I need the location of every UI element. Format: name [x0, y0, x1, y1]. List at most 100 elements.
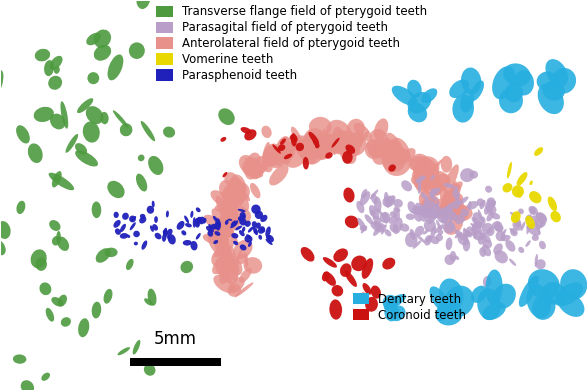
Ellipse shape: [480, 200, 486, 209]
Ellipse shape: [240, 212, 246, 218]
Ellipse shape: [358, 218, 366, 231]
Ellipse shape: [39, 282, 51, 295]
Ellipse shape: [13, 354, 26, 364]
Ellipse shape: [235, 226, 242, 230]
Ellipse shape: [536, 212, 546, 222]
Ellipse shape: [118, 347, 130, 355]
Ellipse shape: [215, 218, 221, 231]
Ellipse shape: [446, 204, 473, 222]
Ellipse shape: [380, 223, 386, 228]
Ellipse shape: [529, 191, 542, 203]
Ellipse shape: [493, 243, 503, 255]
Ellipse shape: [216, 196, 227, 219]
Ellipse shape: [499, 88, 523, 113]
Ellipse shape: [35, 49, 50, 61]
Ellipse shape: [415, 226, 424, 236]
Ellipse shape: [270, 149, 289, 166]
Ellipse shape: [480, 235, 483, 240]
Ellipse shape: [332, 138, 340, 148]
Ellipse shape: [429, 188, 440, 196]
Ellipse shape: [455, 230, 466, 240]
Ellipse shape: [252, 156, 266, 178]
Ellipse shape: [195, 222, 199, 228]
Ellipse shape: [152, 224, 158, 231]
Ellipse shape: [240, 244, 246, 251]
Ellipse shape: [253, 230, 258, 234]
Ellipse shape: [407, 201, 416, 213]
Ellipse shape: [340, 263, 352, 277]
Ellipse shape: [481, 232, 491, 243]
Ellipse shape: [138, 154, 145, 161]
Ellipse shape: [547, 197, 557, 211]
Ellipse shape: [86, 106, 103, 124]
Ellipse shape: [323, 257, 337, 268]
Ellipse shape: [208, 224, 213, 229]
Ellipse shape: [108, 54, 123, 80]
Ellipse shape: [61, 101, 68, 129]
Ellipse shape: [113, 220, 121, 228]
Ellipse shape: [446, 203, 455, 211]
Ellipse shape: [461, 68, 482, 94]
Ellipse shape: [460, 89, 474, 113]
Ellipse shape: [354, 123, 372, 141]
Ellipse shape: [393, 142, 402, 158]
Ellipse shape: [420, 196, 439, 214]
Ellipse shape: [380, 212, 390, 223]
Ellipse shape: [221, 192, 236, 217]
Ellipse shape: [208, 227, 228, 256]
Ellipse shape: [436, 303, 463, 325]
Ellipse shape: [75, 143, 87, 154]
Ellipse shape: [435, 197, 453, 216]
Ellipse shape: [245, 235, 252, 243]
Ellipse shape: [405, 232, 417, 247]
Ellipse shape: [478, 209, 483, 223]
Ellipse shape: [537, 72, 557, 90]
Ellipse shape: [418, 180, 421, 194]
Ellipse shape: [495, 250, 508, 264]
Ellipse shape: [416, 156, 439, 179]
Ellipse shape: [305, 128, 327, 149]
Ellipse shape: [242, 192, 250, 201]
Ellipse shape: [243, 257, 262, 274]
Ellipse shape: [443, 221, 455, 233]
Ellipse shape: [385, 195, 396, 207]
Ellipse shape: [413, 162, 432, 181]
Ellipse shape: [450, 181, 457, 201]
Ellipse shape: [184, 215, 189, 223]
Ellipse shape: [472, 223, 482, 234]
Ellipse shape: [360, 191, 370, 206]
Ellipse shape: [526, 240, 531, 247]
Ellipse shape: [487, 197, 495, 206]
Ellipse shape: [486, 269, 503, 305]
Ellipse shape: [383, 147, 412, 176]
Ellipse shape: [262, 126, 272, 138]
Ellipse shape: [487, 199, 496, 207]
Ellipse shape: [166, 229, 173, 236]
Ellipse shape: [391, 138, 410, 161]
Ellipse shape: [196, 217, 202, 223]
Ellipse shape: [219, 265, 230, 284]
Ellipse shape: [228, 255, 242, 275]
Ellipse shape: [370, 221, 385, 233]
Ellipse shape: [518, 247, 524, 253]
Ellipse shape: [452, 189, 460, 199]
Ellipse shape: [0, 70, 4, 96]
Ellipse shape: [539, 241, 546, 249]
Ellipse shape: [537, 83, 564, 114]
Ellipse shape: [530, 215, 537, 221]
Ellipse shape: [390, 305, 406, 321]
Ellipse shape: [351, 256, 367, 271]
Ellipse shape: [345, 215, 359, 228]
Ellipse shape: [309, 147, 319, 164]
Ellipse shape: [356, 201, 365, 213]
Ellipse shape: [446, 210, 457, 221]
Ellipse shape: [371, 285, 381, 299]
Ellipse shape: [374, 197, 382, 212]
Ellipse shape: [163, 228, 167, 235]
Ellipse shape: [525, 214, 532, 222]
Ellipse shape: [212, 208, 227, 225]
Ellipse shape: [382, 196, 395, 207]
Ellipse shape: [267, 235, 274, 242]
Ellipse shape: [333, 248, 348, 262]
Ellipse shape: [517, 172, 527, 186]
